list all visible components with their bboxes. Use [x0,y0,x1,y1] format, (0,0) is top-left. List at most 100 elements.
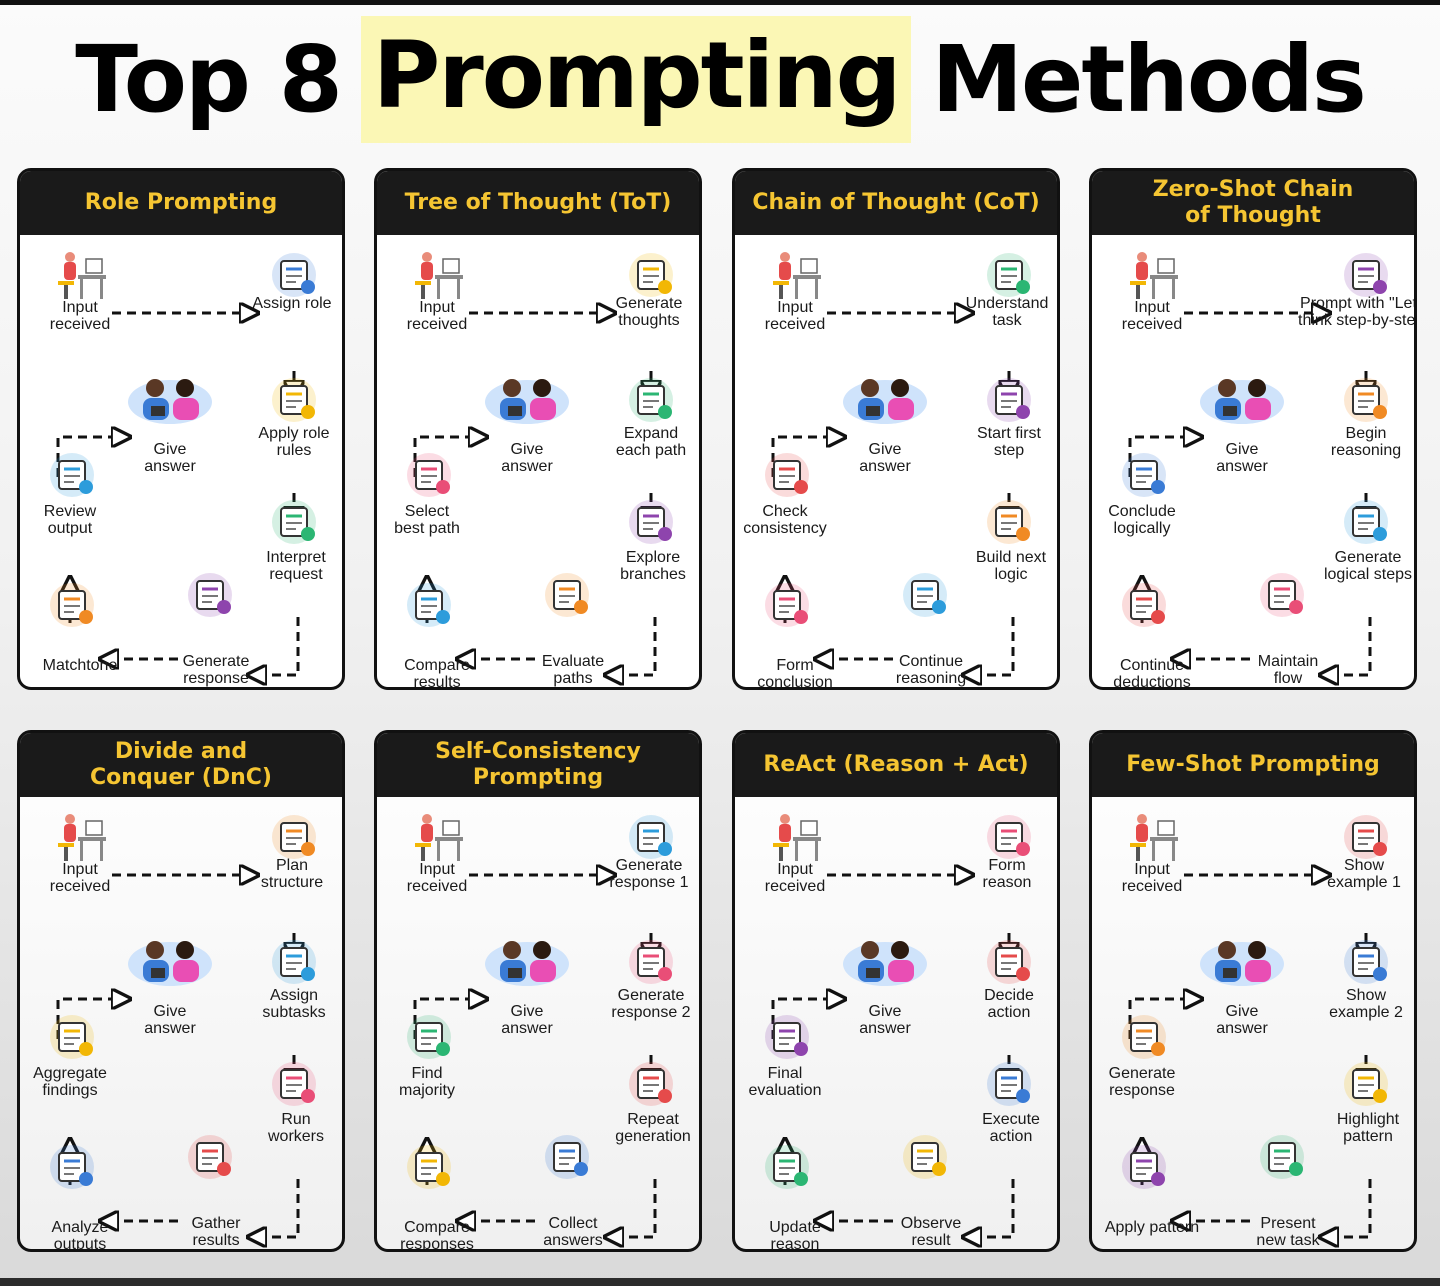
panel-title: Tree of Thought (ToT) [377,171,699,235]
step-label: Generate response 2 [611,987,691,1021]
step-label: Input received [764,861,826,895]
method-step-icon [981,372,1037,432]
step-label: Input received [1121,861,1183,895]
panel-title: ReAct (Reason + Act) [735,733,1057,797]
person-at-desk-icon [769,247,825,307]
person-at-desk-icon [54,247,110,307]
step-label: Analyze outputs [51,1219,109,1252]
step-label: Check consistency [743,503,827,537]
panel-title: Role Prompting [20,171,342,235]
step-label: Decide action [984,987,1034,1021]
step-label: Select best path [394,503,460,537]
step-label: Run workers [267,1111,324,1145]
method-step-icon [401,447,457,507]
method-step-icon [981,934,1037,994]
method-step-icon [981,1056,1037,1116]
step-label: Assign role [252,295,332,312]
method-panel: Few-Shot Prompting Input received Show exa… [1089,730,1417,1252]
step-label: Execute action [982,1111,1040,1145]
step-label: Show example 2 [1329,987,1403,1021]
person-at-desk-icon [411,247,467,307]
bottom-border [0,1278,1440,1286]
step-label: Generate response [1108,1065,1176,1099]
title-part1: Top 8 [75,25,343,133]
step-label: Input received [406,299,468,333]
step-label: Present new task [1256,1215,1320,1249]
step-label: Observe result [900,1215,962,1249]
person-at-desk-icon [1126,247,1182,307]
panel-body: Input received Understand task Start first… [735,235,1057,687]
method-step-icon [401,577,457,637]
step-label: Conclude logically [1108,503,1176,537]
method-step-icon [266,1056,322,1116]
step-label: Give answer [144,441,196,475]
method-step-icon [44,447,100,507]
step-label: Input received [406,861,468,895]
step-label: Matchtone [42,657,118,674]
step-label: Generate response [182,653,250,687]
panel-title: Zero-Shot Chain of Thought [1092,171,1414,235]
step-label: Continue deductions [1113,657,1191,690]
step-label: Review output [43,503,97,537]
method-step-icon [44,1139,100,1199]
panel-body: Input received Generate thoughts Expand ea… [377,235,699,687]
method-step-icon [1116,577,1172,637]
method-step-icon [1338,494,1394,554]
step-label: Build next logic [975,549,1047,583]
step-label: Show example 1 [1327,857,1401,891]
method-panel: Tree of Thought (ToT) Input received Gener… [374,168,702,690]
method-step-icon [266,494,322,554]
panel-body: Input received Plan structure Assign subta… [20,797,342,1249]
step-label: Give answer [1216,1003,1268,1037]
method-step-icon [1338,1056,1394,1116]
step-label: Give answer [501,441,553,475]
method-step-icon [623,809,679,869]
method-step-icon [623,372,679,432]
method-step-icon [44,577,100,637]
method-step-icon [539,1129,595,1189]
step-label: Input received [1121,299,1183,333]
step-label: Generate response 1 [609,857,689,891]
method-step-icon [1254,567,1310,627]
step-label: Expand each path [615,425,687,459]
method-step-icon [981,494,1037,554]
method-step-icon [623,934,679,994]
panel-title: Self-Consistency Prompting [377,733,699,797]
step-label: Find majority [398,1065,455,1099]
step-label: Collect answers [543,1215,603,1249]
step-label: Give answer [859,441,911,475]
people-answer-icon [125,934,215,994]
method-panel: Zero-Shot Chain of Thought Input received… [1089,168,1417,690]
method-step-icon [623,1056,679,1116]
step-label: Repeat generation [615,1111,691,1145]
method-panel: Self-Consistency Prompting Input received… [374,730,702,1252]
step-label: Interpret request [266,549,326,583]
people-answer-icon [1197,934,1287,994]
step-label: Plan structure [260,857,324,891]
method-step-icon [266,809,322,869]
step-label: Give answer [501,1003,553,1037]
panel-body: Input received Generate response 1 Generat… [377,797,699,1249]
panel-title: Chain of Thought (CoT) [735,171,1057,235]
step-label: Form conclusion [757,657,833,690]
method-panel: Divide and Conquer (DnC) Input received Pl… [17,730,345,1252]
step-label: Form reason [982,857,1032,891]
panel-body: Input received Show example 1 Show example… [1092,797,1414,1249]
step-label: Give answer [144,1003,196,1037]
method-step-icon [623,247,679,307]
people-answer-icon [482,372,572,432]
panel-title: Divide and Conquer (DnC) [20,733,342,797]
step-label: Gather results [191,1215,241,1249]
person-at-desk-icon [411,809,467,869]
method-step-icon [1338,247,1394,307]
method-step-icon [1254,1129,1310,1189]
title-highlight: Prompting [360,15,912,143]
panel-title: Few-Shot Prompting [1092,733,1414,797]
step-label: Compare responses [400,1219,474,1252]
people-answer-icon [1197,372,1287,432]
person-at-desk-icon [1126,809,1182,869]
step-label: Highlight pattern [1336,1111,1400,1145]
method-step-icon [266,372,322,432]
method-step-icon [759,1139,815,1199]
person-at-desk-icon [769,809,825,869]
